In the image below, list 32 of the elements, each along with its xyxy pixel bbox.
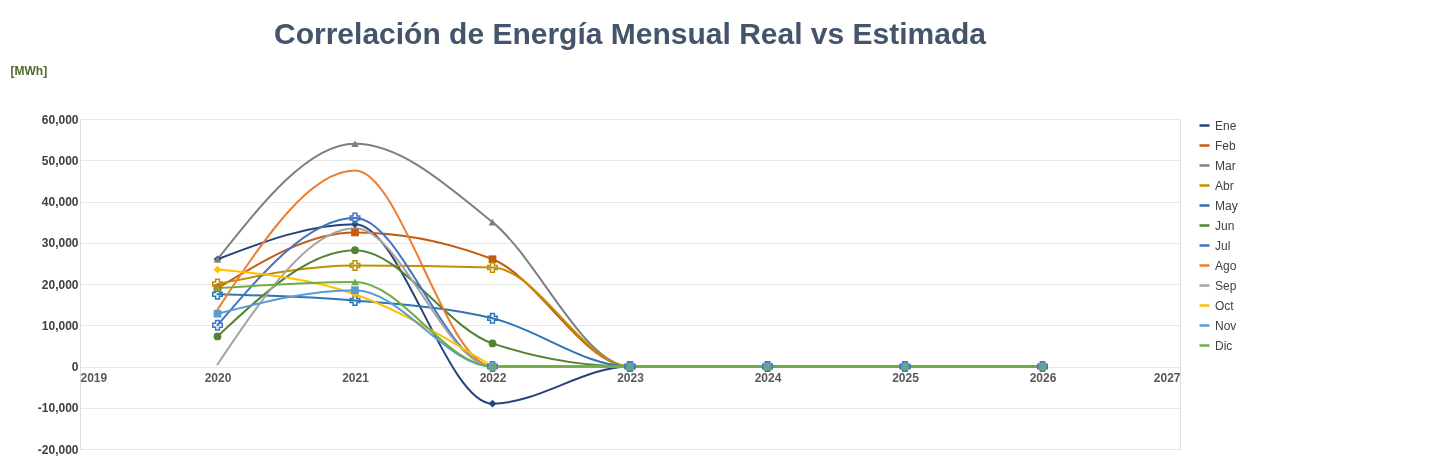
y-tick-label: -10,000 bbox=[37, 401, 79, 416]
legend-label: Jul bbox=[1215, 238, 1231, 253]
x-tick-label: 2020 bbox=[204, 371, 232, 385]
x-tick-label: 2021 bbox=[342, 371, 370, 385]
legend-label: Dic bbox=[1215, 338, 1233, 353]
x-tick-label: 2023 bbox=[617, 371, 645, 385]
y-tick-label: 0 bbox=[71, 360, 79, 374]
y-tick-label: 10,000 bbox=[41, 318, 79, 333]
x-tick-label: 2024 bbox=[754, 371, 782, 385]
legend-label: Mar bbox=[1215, 158, 1236, 173]
legend-label: Ene bbox=[1215, 118, 1237, 133]
legend-label: Ago bbox=[1215, 258, 1237, 273]
legend-label: Jun bbox=[1215, 218, 1235, 233]
x-tick-label: 2026 bbox=[1029, 371, 1057, 385]
x-tick-label: 2025 bbox=[892, 371, 920, 385]
legend-label: May bbox=[1215, 198, 1238, 213]
legend-label: Feb bbox=[1215, 138, 1236, 153]
y-tick-label: 40,000 bbox=[41, 195, 79, 209]
chart-title: Correlación de Energía Mensual Real vs Estimada bbox=[274, 17, 987, 50]
x-tick-label: 2027 bbox=[1153, 371, 1181, 385]
x-tick-label: 2019 bbox=[80, 371, 108, 385]
x-tick-label: 2022 bbox=[479, 371, 507, 385]
y-axis-title: [MWh] bbox=[10, 63, 48, 78]
legend-label: Abr bbox=[1215, 178, 1234, 193]
legend-label: Oct bbox=[1215, 298, 1235, 313]
y-tick-label: -20,000 bbox=[37, 442, 79, 457]
y-tick-label: 60,000 bbox=[41, 112, 79, 127]
y-tick-label: 20,000 bbox=[41, 277, 79, 292]
y-tick-label: 50,000 bbox=[41, 153, 79, 168]
y-tick-label: 30,000 bbox=[41, 236, 79, 251]
legend-label: Nov bbox=[1215, 318, 1237, 333]
legend-label: Sep bbox=[1215, 278, 1237, 293]
